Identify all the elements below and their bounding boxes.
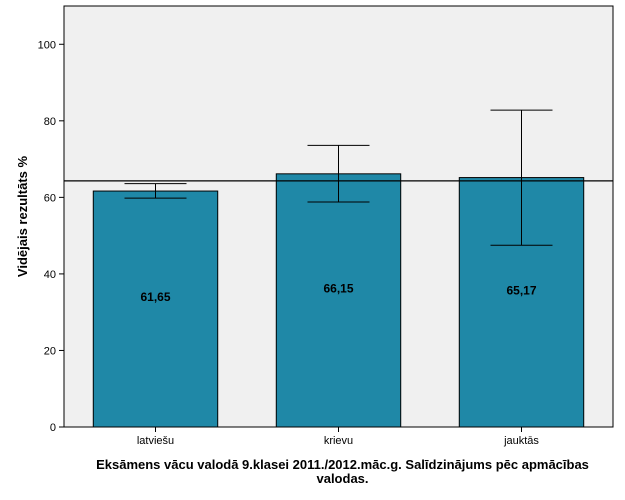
x-tick-label-0: latviešu <box>137 435 174 447</box>
data-label-0: 61,65 <box>140 290 170 304</box>
y-axis-label: Vidējais rezultāts % <box>15 155 30 277</box>
y-tick-label-0: 0 <box>50 422 56 434</box>
y-tick-label-4: 80 <box>44 116 56 128</box>
data-label-1: 66,15 <box>323 281 353 295</box>
x-tick-label-1: krievu <box>324 435 353 447</box>
x-axis-label: Eksāmens vācu valodā 9.klasei 2011./2012… <box>96 457 589 486</box>
y-tick-label-2: 40 <box>44 269 56 281</box>
y-tick-label-3: 60 <box>44 192 56 204</box>
y-tick-label-5: 100 <box>38 39 56 51</box>
bar-0 <box>92 190 219 428</box>
x-tick-label-2: jauktās <box>503 435 539 447</box>
y-tick-label-1: 20 <box>44 345 56 357</box>
data-label-2: 65,17 <box>506 283 536 297</box>
bar-1 <box>275 173 402 428</box>
